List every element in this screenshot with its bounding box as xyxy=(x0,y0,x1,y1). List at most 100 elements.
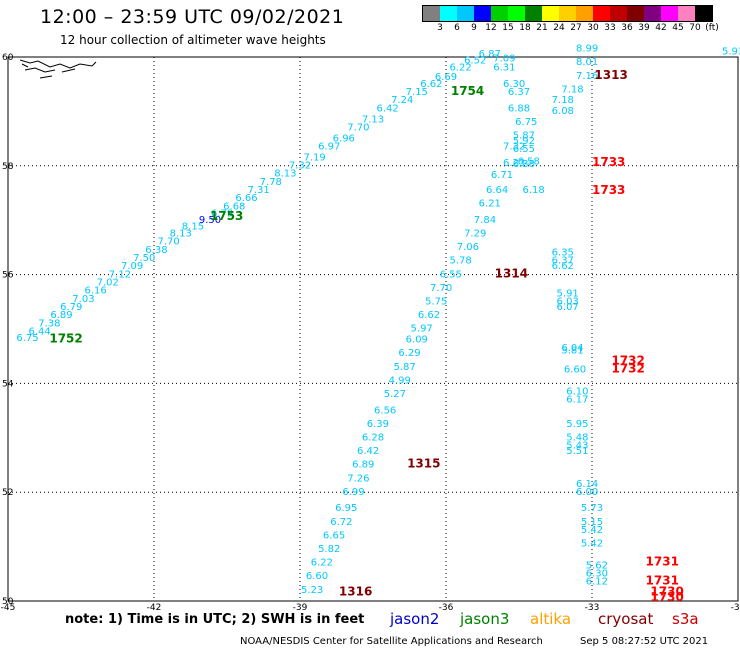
legend-swatch xyxy=(508,6,525,21)
lon-tick-label: -36 xyxy=(439,603,454,613)
legend-label: 33 xyxy=(604,23,616,33)
lon-tick-label: -45 xyxy=(1,603,16,613)
swh-observation: 7.09 xyxy=(493,53,515,64)
swh-observation: 6.31 xyxy=(493,63,515,74)
swh-observation: 5.62 xyxy=(586,560,608,571)
swh-observation: 5.93 xyxy=(722,46,740,57)
swh-observation: 5.42 xyxy=(581,525,603,536)
swh-observation: 5.82 xyxy=(318,544,340,555)
swh-observation: 6.62 xyxy=(420,79,442,90)
legend-label: (ft) xyxy=(705,23,719,33)
swh-observation: 6.88 xyxy=(508,103,530,114)
legend-swatch xyxy=(423,6,440,21)
swh-observation: 7.13 xyxy=(362,114,384,125)
swh-observation: 6.89 xyxy=(50,310,72,321)
swh-observation: 7.18 xyxy=(561,84,583,95)
swh-observation: 6.55 xyxy=(440,269,462,280)
swh-observation: 6.16 xyxy=(84,286,106,297)
swh-observation: 5.95 xyxy=(566,419,588,430)
lon-tick-label: -33 xyxy=(585,603,600,613)
legend-labels: 3 6 9 12 15 18 21 24 27 30 33 36 39 42 45 70 (ft) xyxy=(0,23,740,37)
track-id-label: 1313 xyxy=(594,68,627,82)
track-id-label: 1732 xyxy=(611,362,644,376)
swh-observation: 6.60 xyxy=(306,571,328,582)
note-text: note: 1) Time is in UTC; 2) SWH is in fe… xyxy=(65,612,365,627)
legend-swatch xyxy=(525,6,542,21)
swh-observation: 5.81 xyxy=(561,345,583,356)
swh-observation: 7.31 xyxy=(248,185,270,196)
swh-observation: 6.56 xyxy=(374,405,396,416)
legend-swatch xyxy=(559,6,576,21)
swh-observation: 6.95 xyxy=(335,503,357,514)
legend-label: 27 xyxy=(570,23,582,33)
swh-observation: 7.19 xyxy=(303,152,325,163)
swh-observation: 8.01 xyxy=(576,57,598,68)
swh-observation: 6.38 xyxy=(145,245,167,256)
track-labels: 1752 1753 1754 1313 1314 1315 1316 1733 1733 1732… xyxy=(49,68,683,604)
swh-observation: 5.43 xyxy=(566,441,588,452)
track-id-label: 1753 xyxy=(210,209,243,223)
swh-observation: 6.60 xyxy=(564,365,586,376)
swh-observation: 5.23 xyxy=(301,585,323,596)
legend-swatch xyxy=(627,6,644,21)
legend-label: 70 xyxy=(689,23,701,33)
legend-label: 21 xyxy=(536,23,548,33)
swh-observation: 6.52 xyxy=(464,56,486,67)
swh-observation: 8.15 xyxy=(182,221,204,232)
swh-observation: 6.28 xyxy=(362,433,384,444)
track-id-label: 1733 xyxy=(592,183,625,197)
swh-observation: 6.44 xyxy=(29,326,51,337)
swh-observation: 8.99 xyxy=(576,44,598,55)
swh-observation: 7.32 xyxy=(503,141,525,152)
legend-swatch xyxy=(491,6,508,21)
swh-observation: 6.09 xyxy=(406,335,428,346)
legend-label: 42 xyxy=(655,23,667,33)
swh-observation: 6.37 xyxy=(552,256,574,267)
generation-timestamp: Sep 5 08:27:52 UTC 2021 xyxy=(580,636,709,647)
swh-observation: 6.10 xyxy=(566,386,588,397)
swh-observation: 6.21 xyxy=(479,199,501,210)
swh-observation: 6.72 xyxy=(330,517,352,528)
legend-swatch xyxy=(542,6,559,21)
swh-observation: 6.55 xyxy=(513,144,535,155)
swh-observation: 6.23 xyxy=(503,158,525,169)
track-id-label: 1730 xyxy=(650,590,683,604)
swh-observation: 7.26 xyxy=(347,473,369,484)
legend-swatch xyxy=(695,6,712,21)
swh-observation: 6.03 xyxy=(557,297,579,308)
legend-s3a: s3a xyxy=(672,610,699,628)
lat-tick-label: 58 xyxy=(2,162,14,172)
swh-observation: 6.99 xyxy=(342,487,364,498)
legend-label: 15 xyxy=(502,23,514,33)
legend-label: 3 xyxy=(437,23,443,33)
track-id-label: 1316 xyxy=(339,585,372,599)
swh-observation: 6.65 xyxy=(323,530,345,541)
swh-observation: 7.02 xyxy=(97,277,119,288)
swh-observation: 6.30 xyxy=(503,79,525,90)
swh-observation: 6.08 xyxy=(552,106,574,117)
swh-observation: 6.64 xyxy=(486,185,508,196)
legend-swatch xyxy=(474,6,491,21)
plot-frame xyxy=(7,56,739,602)
swh-observation: 5.48 xyxy=(566,433,588,444)
swh-observation: 7.70 xyxy=(347,122,369,133)
track-id-label: 1733 xyxy=(592,155,625,169)
legend-label: 12 xyxy=(485,23,497,33)
swh-observation: 5.51 xyxy=(566,446,588,457)
swh-observation: 6.14 xyxy=(576,479,598,490)
legend-label: 9 xyxy=(471,23,477,33)
swh-observation: 6.96 xyxy=(333,133,355,144)
greenland-coastline xyxy=(19,59,97,79)
legend-label: 6 xyxy=(454,23,460,33)
swh-observation: 5.87 xyxy=(394,362,416,373)
swh-observation: 7.03 xyxy=(72,294,94,305)
legend-label: 36 xyxy=(621,23,633,33)
swh-observation: 6.89 xyxy=(352,460,374,471)
lat-tick-label: 60 xyxy=(2,53,14,63)
swh-observation: 6.35 xyxy=(552,248,574,259)
swh-observation: 8.13 xyxy=(170,229,192,240)
wave-height-color-legend xyxy=(422,5,713,22)
track-id-label: 1752 xyxy=(49,332,82,346)
swh-observation: 6.00 xyxy=(576,487,598,498)
